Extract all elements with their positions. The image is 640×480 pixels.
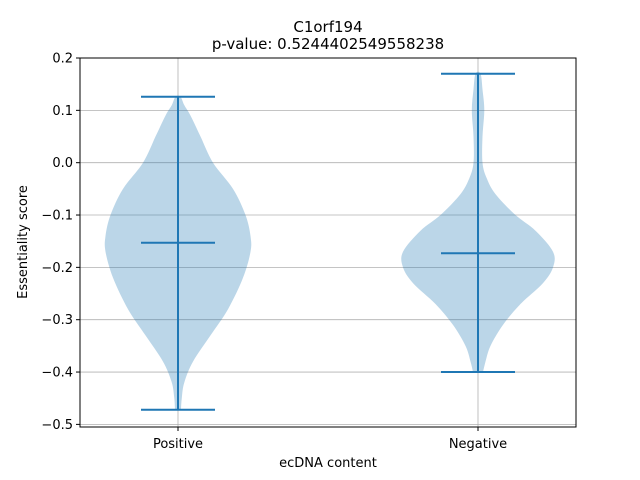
violin-stat-lines: [141, 72, 515, 411]
y-tick-label: −0.3: [41, 313, 73, 328]
x-tick-label: Negative: [449, 437, 507, 452]
y-ticks: −0.5 −0.4 −0.3 −0.2 −0.1 0.0 0.1 0.2: [41, 52, 80, 433]
y-tick-label: −0.2: [41, 261, 73, 276]
y-tick-label: 0.2: [52, 52, 73, 67]
y-tick-label: 0.1: [52, 104, 73, 119]
y-tick-label: −0.5: [41, 418, 73, 433]
x-tick-label: Positive: [153, 437, 203, 452]
y-tick-label: 0.0: [52, 156, 73, 171]
x-ticks: Positive Negative: [153, 427, 507, 452]
plot-frame: [79, 57, 577, 428]
y-axis-label: Essentiality score: [16, 185, 31, 299]
chart-title: C1orf194: [293, 18, 362, 36]
chart-subtitle: p-value: 0.5244402549558238: [212, 35, 444, 53]
y-tick-label: −0.4: [41, 366, 73, 381]
violins: [104, 71, 555, 410]
y-tick-label: −0.1: [41, 209, 73, 224]
x-axis-label: ecDNA content: [279, 456, 377, 471]
